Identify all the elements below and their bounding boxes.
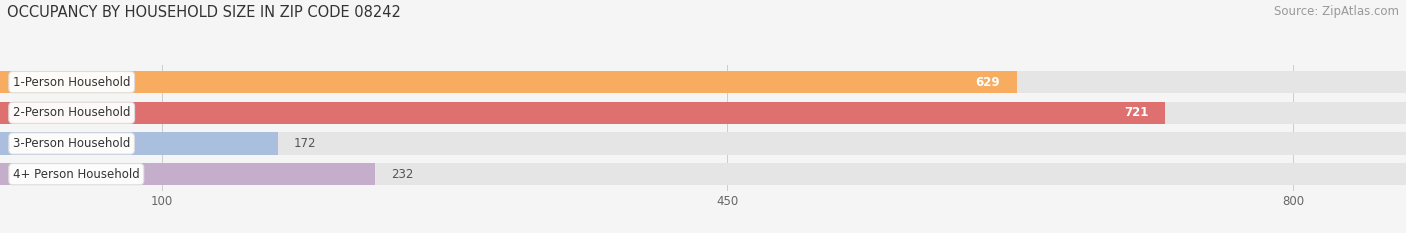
Bar [0,71,1406,93]
Text: 1-Person Household: 1-Person Household [13,76,131,89]
Text: 4+ Person Household: 4+ Person Household [13,168,139,181]
Bar [0,71,1017,93]
Text: 629: 629 [976,76,1000,89]
Text: 721: 721 [1125,106,1149,119]
Text: 232: 232 [391,168,413,181]
Text: Source: ZipAtlas.com: Source: ZipAtlas.com [1274,5,1399,18]
Bar [0,132,278,154]
Text: 3-Person Household: 3-Person Household [13,137,131,150]
Text: OCCUPANCY BY HOUSEHOLD SIZE IN ZIP CODE 08242: OCCUPANCY BY HOUSEHOLD SIZE IN ZIP CODE … [7,5,401,20]
Bar [0,163,375,185]
Text: 2-Person Household: 2-Person Household [13,106,131,119]
Bar [0,102,1406,124]
Bar [0,132,1406,154]
Bar [0,163,1406,185]
Text: 172: 172 [294,137,316,150]
Bar [0,102,1166,124]
